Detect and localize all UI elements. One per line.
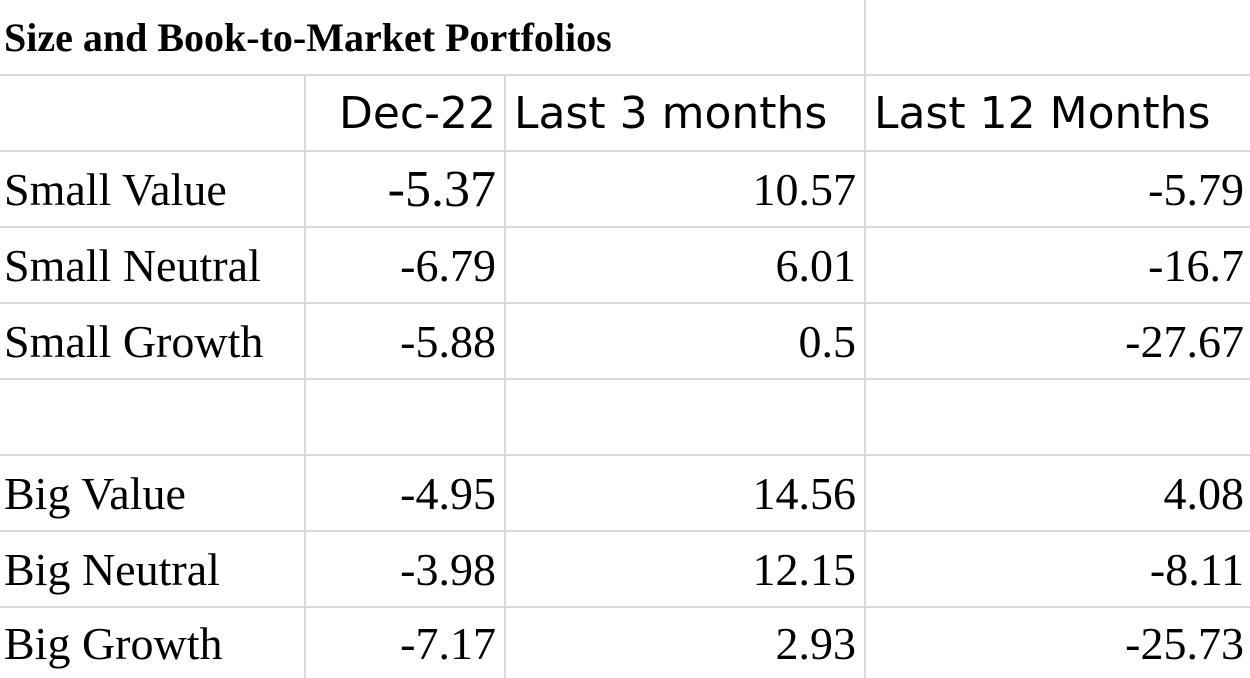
empty-cell (866, 0, 1250, 74)
cell-last-12-months: -25.73 (1125, 617, 1244, 669)
title-row: Size and Book-to-Market Portfolios (0, 0, 1250, 76)
cell-last-3-months: 14.56 (506, 456, 866, 530)
cell-last-3-months: 10.57 (506, 152, 866, 226)
header-last-3-months: Last 3 months (506, 76, 866, 150)
row-label: Small Value (0, 152, 306, 226)
cell-last-3-months: 12.15 (506, 532, 866, 606)
cell-dec22: -7.17 (306, 608, 506, 678)
table-row: Big Growth -7.17 2.93 -25.73 (0, 608, 1250, 678)
row-label: Big Growth (0, 608, 306, 678)
cell-last-3-months: 6.01 (506, 228, 866, 302)
table-row: Small Value -5.37 10.57 -5.79 (0, 152, 1250, 228)
table-row: Big Value -4.95 14.56 4.08 (0, 456, 1250, 532)
table-row: Small Growth -5.88 0.5 -27.67 (0, 304, 1250, 380)
cell-dec22: -5.37 (306, 152, 506, 226)
cell-last-12-months: 4.08 (1163, 467, 1245, 519)
row-label: Big Neutral (0, 532, 306, 606)
cell-dec22: -6.79 (306, 228, 506, 302)
table-row: Big Neutral -3.98 12.15 -8.11 (0, 532, 1250, 608)
cell-last-3-months (506, 380, 866, 454)
cell-dec22: -3.98 (306, 532, 506, 606)
cell-dec22 (306, 380, 506, 454)
table-title: Size and Book-to-Market Portfolios (0, 0, 866, 74)
row-label: Small Neutral (0, 228, 306, 302)
cell-last-12-months: -8.11 (1149, 543, 1244, 595)
cell-dec22: -5.88 (306, 304, 506, 378)
cell-last-12-months (866, 380, 1250, 454)
empty-row (0, 380, 1250, 456)
cell-last-12-months: -5.79 (1148, 163, 1244, 215)
row-label: Small Growth (0, 304, 306, 378)
cell-last-3-months: 0.5 (506, 304, 866, 378)
cell-last-12-months: -16.7 (1148, 239, 1244, 291)
cell-last-12-months: -27.67 (1125, 315, 1244, 367)
table-row: Small Neutral -6.79 6.01 -16.7 (0, 228, 1250, 304)
header-dec22: Dec-22 (306, 76, 506, 150)
header-row: Dec-22 Last 3 months Last 12 Months (0, 76, 1250, 152)
header-last-12-months: Last 12 Months (874, 87, 1211, 139)
header-label (0, 76, 306, 150)
row-label (0, 380, 306, 454)
row-label: Big Value (0, 456, 306, 530)
cell-last-3-months: 2.93 (506, 608, 866, 678)
cell-dec22: -4.95 (306, 456, 506, 530)
